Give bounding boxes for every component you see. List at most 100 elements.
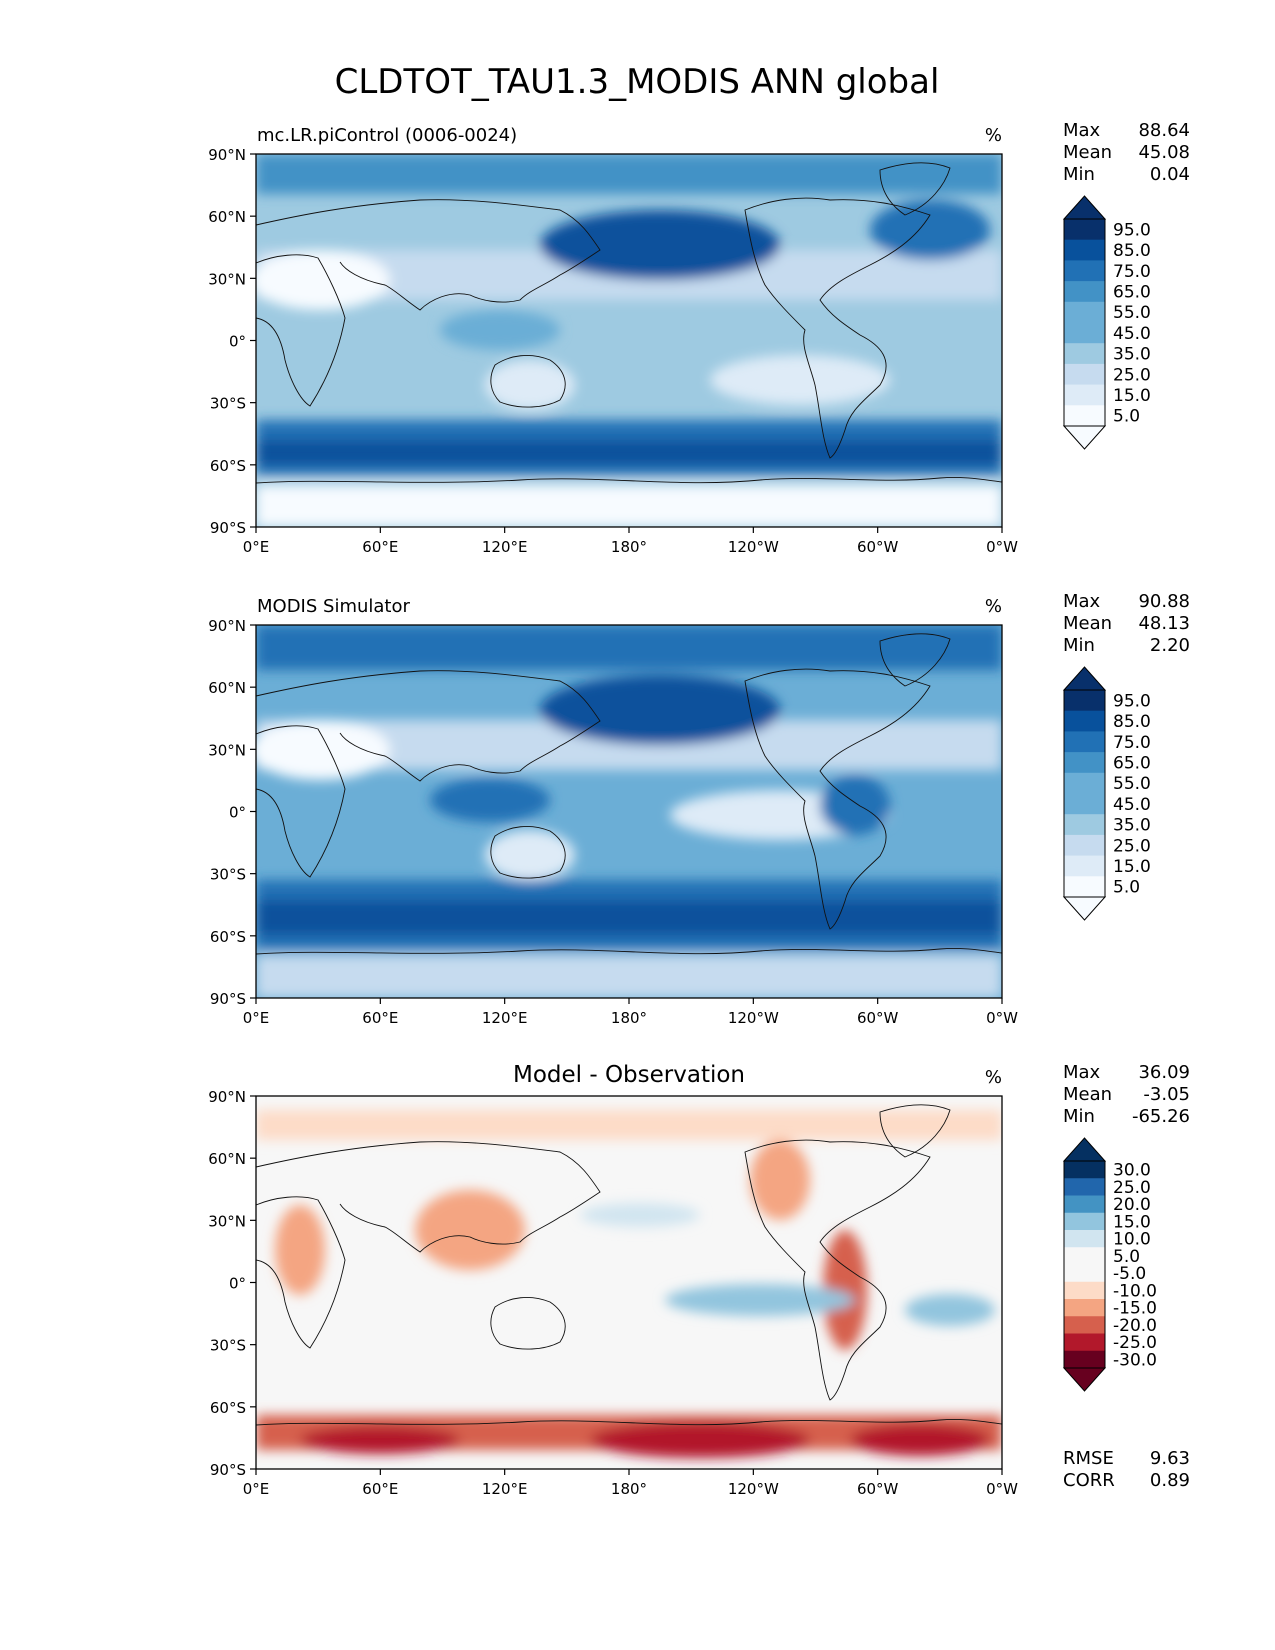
colorbar-band [1064,793,1105,815]
rmse-label: RMSE [1063,1448,1114,1469]
field-arctic-band [256,1110,1002,1140]
coast-antarctica [256,477,1002,484]
field-atlantic [905,1294,995,1326]
colorbar-band [1064,752,1105,774]
panel-difference: Model - Observation % [208,1062,1190,1498]
coast-africa-eurasia [256,1141,601,1349]
colorbar-max-extension [1062,666,1107,691]
coast-americas [744,1139,931,1401]
panel-reference: MODIS Simulator % [208,591,1190,1027]
y-tick-label: 0° [229,804,246,822]
field-sahara [256,720,390,780]
stats-block: Max 88.64 Mean 45.08 Min 0.04 [1063,120,1190,185]
units-label: % [985,125,1002,146]
coast-americas [744,197,931,459]
colorbar-tick-label: 5.0 [1113,407,1140,427]
y-tick-label: 60°S [210,928,246,946]
field-weddell-sea [850,1424,990,1456]
coast-australia [490,825,566,879]
field-arctic-band [256,154,1002,194]
colorbar-tick-label: 25.0 [1113,836,1151,856]
x-tick-label: 60°W [857,538,899,556]
field-southern-core [256,900,1002,935]
stat-min-value: 0.04 [1150,164,1190,185]
colorbar-tick-label: 25.0 [1113,1178,1151,1198]
colorbar-band [1064,1178,1105,1196]
colorbar-band [1064,343,1105,365]
x-tick-label: 0°W [986,538,1018,556]
x-tick-label: 0°E [243,538,270,556]
colorbar-band [1064,876,1105,898]
coast-africa-eurasia [256,670,601,878]
field-africa [275,1205,325,1295]
colorbar-tick-label: 65.0 [1113,753,1151,773]
panel-title: mc.LR.piControl (0006-0024) [257,125,517,146]
colorbar-tick-label: 95.0 [1113,220,1151,240]
y-tick-label: 60°S [210,1399,246,1417]
y-tick-label: 60°N [208,208,246,226]
colorbar-tick-label: -25.0 [1113,1333,1157,1353]
coastlines [256,162,1002,484]
stat-mean-label: Mean [1063,613,1112,634]
stat-min-label: Min [1063,1106,1095,1127]
coast-americas [744,668,931,930]
colorbar-band [1064,1195,1105,1214]
map-field [256,625,1002,998]
stats-block: Max 36.09 Mean -3.05 Min -65.26 [1063,1062,1190,1127]
colorbar-band [1064,834,1105,857]
colorbar-frame [1063,218,1106,427]
y-tick-label: 60°N [208,679,246,697]
x-tick-label: 120°W [728,1009,779,1027]
colorbar-band [1064,1247,1105,1265]
colorbar-min-extension [1062,425,1107,450]
colorbar-min-extension [1062,1367,1107,1392]
colorbar-tick-label: 75.0 [1113,262,1151,282]
stats-block: Max 90.88 Mean 48.13 Min 2.20 [1063,591,1190,656]
x-tick-label: 120°E [482,538,528,556]
field-rockies [750,1140,810,1220]
units-label: % [985,1067,1002,1088]
colorbar-band [1064,384,1105,406]
y-tick-label: 0° [229,1275,246,1293]
colorbar-tick-label: 25.0 [1113,365,1151,385]
colorbar-band [1064,855,1105,877]
field-asia [415,1190,525,1270]
x-tick-label: 60°W [857,1480,899,1498]
corr-value: 0.89 [1150,1470,1190,1491]
colorbar-band [1064,239,1105,261]
colorbar-tick-label: 75.0 [1113,733,1151,753]
colorbar-band [1064,772,1105,794]
field-east-pacific [710,355,890,405]
field-southern-core [256,440,1002,465]
y-tick-label: 30°S [210,395,246,413]
colorbar-band [1064,814,1105,836]
field-warm-pool [440,310,560,350]
field-antarctic [256,485,1002,527]
stat-max-value: 88.64 [1138,120,1190,141]
y-tick-label: 60°N [208,1150,246,1168]
coast-africa-eurasia [256,199,601,407]
y-tick-label: 30°N [208,741,246,759]
colorbar-tick-label: 30.0 [1113,1161,1151,1181]
colorbar-tick-label: 85.0 [1113,241,1151,261]
coast-australia [490,1296,566,1350]
panel-title: MODIS Simulator [257,596,410,617]
stat-mean-value: 48.13 [1138,613,1190,634]
y-tick-label: 90°N [208,146,246,164]
x-tick-label: 60°W [857,1009,899,1027]
field-east-antarctic [300,1426,460,1454]
coastlines [256,1104,1002,1426]
x-tick-label: 0°E [243,1480,270,1498]
x-tick-label: 180° [611,538,647,556]
stat-mean-value: -3.05 [1143,1084,1190,1105]
field-australia [485,830,575,880]
y-tick-label: 30°N [208,270,246,288]
figure-title: CLDTOT_TAU1.3_MODIS ANN global [335,62,940,102]
corr-label: CORR [1063,1470,1115,1491]
field-north-pacific [580,1203,700,1227]
colorbar-tick-label: 15.0 [1113,857,1151,877]
colorbar-tick-label: -10.0 [1113,1281,1157,1301]
colorbar-band [1064,1316,1105,1334]
colorbar-max-extension [1062,1137,1107,1162]
